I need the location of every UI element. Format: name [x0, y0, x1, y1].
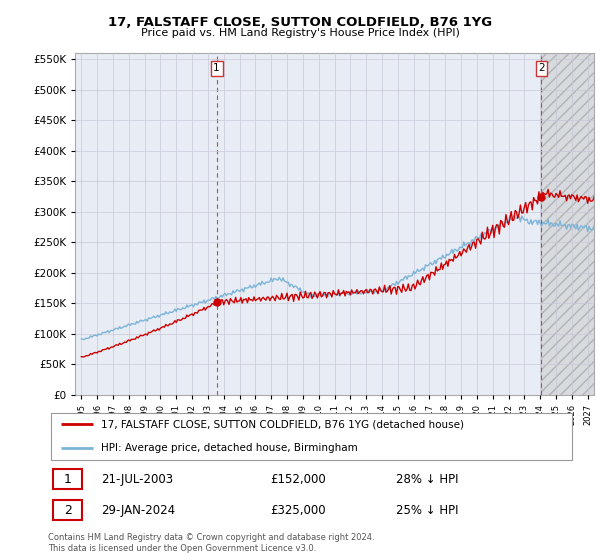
- Text: HPI: Average price, detached house, Birmingham: HPI: Average price, detached house, Birm…: [101, 443, 358, 453]
- Text: 1: 1: [214, 63, 220, 73]
- Text: 21-JUL-2003: 21-JUL-2003: [101, 473, 173, 486]
- FancyBboxPatch shape: [53, 500, 82, 520]
- FancyBboxPatch shape: [53, 469, 82, 489]
- Bar: [541, 53, 594, 395]
- Text: 2: 2: [64, 504, 72, 517]
- Text: £325,000: £325,000: [270, 504, 325, 517]
- FancyBboxPatch shape: [50, 413, 572, 460]
- Text: £152,000: £152,000: [270, 473, 326, 486]
- Text: 29-JAN-2024: 29-JAN-2024: [101, 504, 175, 517]
- Text: 2: 2: [538, 63, 545, 73]
- Text: 1: 1: [64, 473, 72, 486]
- Text: Price paid vs. HM Land Registry's House Price Index (HPI): Price paid vs. HM Land Registry's House …: [140, 28, 460, 38]
- Text: 17, FALSTAFF CLOSE, SUTTON COLDFIELD, B76 1YG (detached house): 17, FALSTAFF CLOSE, SUTTON COLDFIELD, B7…: [101, 419, 464, 430]
- Text: Contains HM Land Registry data © Crown copyright and database right 2024.
This d: Contains HM Land Registry data © Crown c…: [48, 533, 374, 553]
- Text: 28% ↓ HPI: 28% ↓ HPI: [397, 473, 459, 486]
- Text: 17, FALSTAFF CLOSE, SUTTON COLDFIELD, B76 1YG: 17, FALSTAFF CLOSE, SUTTON COLDFIELD, B7…: [108, 16, 492, 29]
- Bar: [541, 53, 594, 395]
- Text: 25% ↓ HPI: 25% ↓ HPI: [397, 504, 459, 517]
